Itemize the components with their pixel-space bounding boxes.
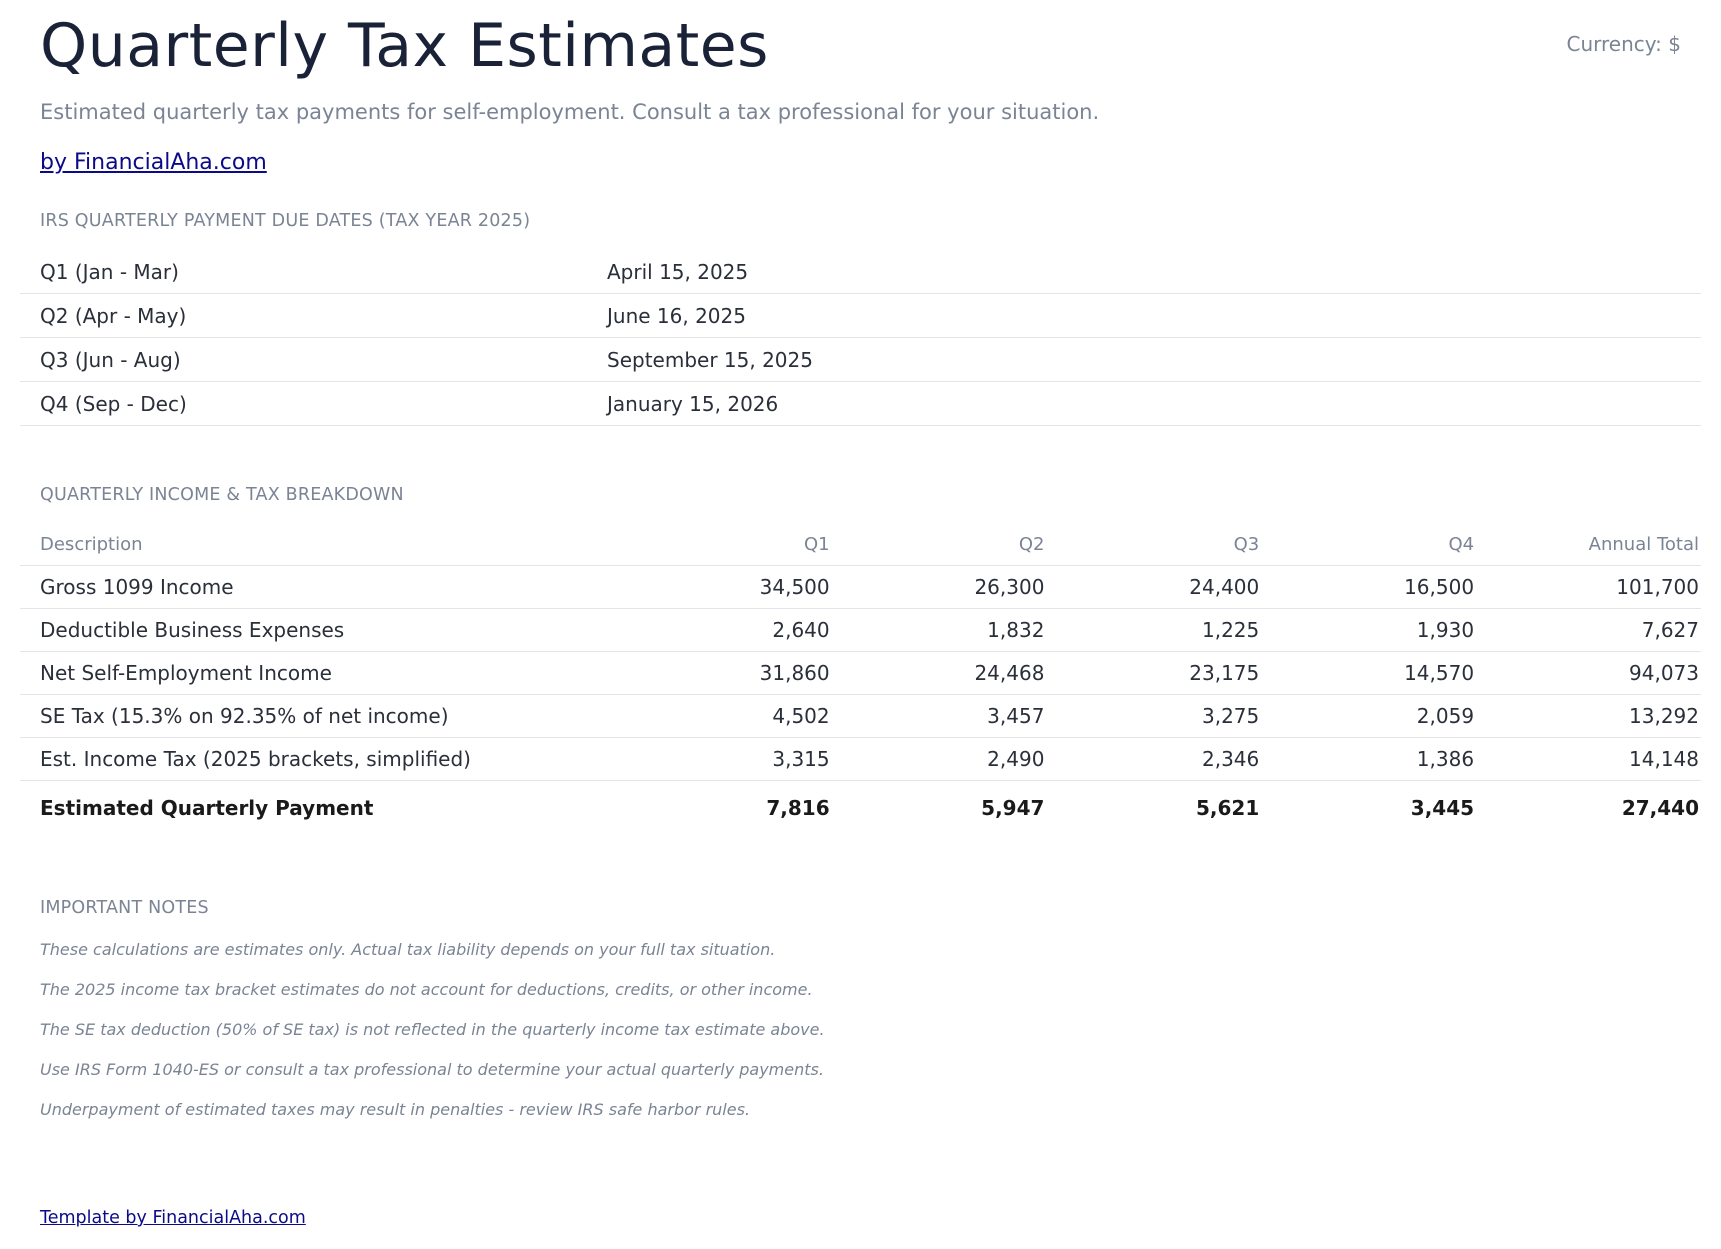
total-cell-annual-total: 27,440 [1621, 796, 1699, 820]
total-cell-q4: 3,445 [1410, 796, 1475, 820]
cell-q1: 34,500 [616, 565, 832, 609]
column-header-annual-total: Annual Total [1476, 523, 1701, 566]
cell-annual-total: 13,292 [1476, 694, 1701, 738]
table-row: Net Self-Employment Income 31,860 24,468… [20, 651, 1701, 695]
cell-annual-total: 14,148 [1476, 737, 1701, 781]
cell-q4: 16,500 [1261, 565, 1477, 609]
row-description: SE Tax (15.3% on 92.35% of net income) [20, 694, 617, 738]
due-date-quarter: Q1 (Jan - Mar) [20, 250, 607, 294]
due-date-row: Q2 (Apr - May) June 16, 2025 [20, 293, 1701, 338]
breakdown-header-row: Description Q1 Q2 Q3 Q4 Annual Total [20, 523, 1701, 566]
row-description: Deductible Business Expenses [20, 608, 617, 652]
cell-q1: 4,502 [616, 694, 832, 738]
due-date-quarter: Q3 (Jun - Aug) [20, 337, 607, 382]
row-description: Net Self-Employment Income [20, 651, 617, 695]
due-date-row: Q1 (Jan - Mar) April 15, 2025 [20, 250, 1701, 294]
breakdown-table: Description Q1 Q2 Q3 Q4 Annual Total Gro… [20, 523, 1701, 833]
total-row-description: Estimated Quarterly Payment [40, 796, 374, 820]
total-row: Estimated Quarterly Payment 7,816 5,947 … [20, 781, 1701, 834]
table-row: SE Tax (15.3% on 92.35% of net income) 4… [20, 694, 1701, 738]
due-date-quarter: Q4 (Sep - Dec) [20, 381, 607, 426]
due-dates-section-label: IRS QUARTERLY PAYMENT DUE DATES (TAX YEA… [40, 211, 531, 231]
column-header-description: Description [20, 523, 617, 566]
total-cell-q3: 5,621 [1195, 796, 1260, 820]
table-row: Deductible Business Expenses 2,640 1,832… [20, 608, 1701, 652]
cell-q3: 3,275 [1046, 694, 1262, 738]
due-date-quarter: Q2 (Apr - May) [20, 293, 607, 338]
cell-annual-total: 101,700 [1476, 565, 1701, 609]
cell-annual-total: 94,073 [1476, 651, 1701, 695]
cell-q1: 2,640 [616, 608, 832, 652]
currency-label: Currency: $ [1566, 32, 1681, 56]
due-date-value: January 15, 2026 [607, 381, 1701, 426]
cell-q2: 24,468 [831, 651, 1047, 695]
cell-q2: 2,490 [831, 737, 1047, 781]
notes-section-label: IMPORTANT NOTES [40, 898, 209, 918]
due-date-value: April 15, 2025 [607, 250, 1701, 294]
footer-template-link[interactable]: Template by FinancialAha.com [40, 1208, 306, 1228]
note-item: The SE tax deduction (50% of SE tax) is … [40, 1020, 825, 1039]
row-description: Est. Income Tax (2025 brackets, simplifi… [20, 737, 617, 781]
cell-q2: 3,457 [831, 694, 1047, 738]
column-header-q3: Q3 [1046, 523, 1262, 566]
note-item: Use IRS Form 1040-ES or consult a tax pr… [40, 1060, 824, 1079]
cell-q4: 1,930 [1261, 608, 1477, 652]
page-title: Quarterly Tax Estimates [40, 11, 769, 81]
breakdown-section-label: QUARTERLY INCOME & TAX BREAKDOWN [40, 485, 404, 505]
due-date-row: Q3 (Jun - Aug) September 15, 2025 [20, 337, 1701, 382]
cell-q2: 26,300 [831, 565, 1047, 609]
column-header-q1: Q1 [616, 523, 832, 566]
column-header-q2: Q2 [831, 523, 1047, 566]
due-date-value: September 15, 2025 [607, 337, 1701, 382]
column-header-q4: Q4 [1261, 523, 1477, 566]
cell-q3: 23,175 [1046, 651, 1262, 695]
note-item: These calculations are estimates only. A… [40, 940, 776, 959]
total-cell-q1: 7,816 [766, 796, 830, 820]
notes-list: These calculations are estimates only. A… [40, 940, 825, 1140]
cell-q4: 1,386 [1261, 737, 1477, 781]
due-dates-table: Q1 (Jan - Mar) April 15, 2025 Q2 (Apr - … [20, 250, 1701, 426]
total-cell-q2: 5,947 [981, 796, 1045, 820]
due-date-value: June 16, 2025 [607, 293, 1701, 338]
cell-q4: 2,059 [1261, 694, 1477, 738]
due-date-row: Q4 (Sep - Dec) January 15, 2026 [20, 381, 1701, 426]
cell-q2: 1,832 [831, 608, 1047, 652]
table-row: Est. Income Tax (2025 brackets, simplifi… [20, 737, 1701, 781]
byline-link[interactable]: by FinancialAha.com [40, 150, 267, 175]
cell-annual-total: 7,627 [1476, 608, 1701, 652]
page-subtitle: Estimated quarterly tax payments for sel… [40, 100, 1100, 124]
table-row: Gross 1099 Income 34,500 26,300 24,400 1… [20, 565, 1701, 609]
cell-q3: 24,400 [1046, 565, 1262, 609]
note-item: The 2025 income tax bracket estimates do… [40, 980, 813, 999]
cell-q1: 31,860 [616, 651, 832, 695]
cell-q3: 2,346 [1046, 737, 1262, 781]
cell-q3: 1,225 [1046, 608, 1262, 652]
row-description: Gross 1099 Income [20, 565, 617, 609]
cell-q1: 3,315 [616, 737, 832, 781]
cell-q4: 14,570 [1261, 651, 1477, 695]
note-item: Underpayment of estimated taxes may resu… [40, 1100, 751, 1119]
